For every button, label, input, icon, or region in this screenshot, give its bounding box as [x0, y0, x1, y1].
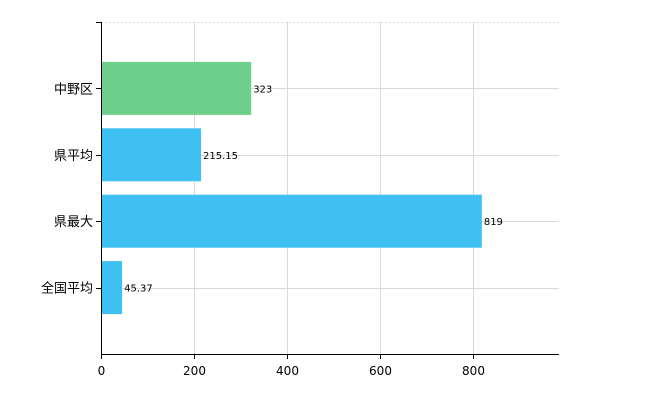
x-tick-label: 0	[98, 364, 106, 378]
value-label: 45.37	[124, 284, 153, 295]
category-label: 県平均	[54, 149, 93, 164]
x-tick-label: 800	[462, 364, 485, 378]
bars	[101, 61, 482, 315]
value-label: 215.15	[203, 151, 238, 162]
x-tick-label: 600	[369, 364, 392, 378]
bar-4	[101, 261, 123, 315]
bar-3	[101, 194, 482, 248]
value-label: 323	[253, 84, 272, 95]
bar-2	[101, 128, 202, 182]
category-label: 中野区	[54, 82, 93, 97]
x-tick-label: 400	[276, 364, 299, 378]
x-tick-labels: 0 200 400 600 800	[98, 354, 485, 378]
value-labels: 323 215.15 819 45.37	[124, 84, 503, 294]
bar-1	[101, 61, 252, 115]
value-label: 819	[484, 217, 503, 228]
category-label: 全国平均	[41, 281, 93, 297]
category-label: 県最大	[54, 215, 93, 230]
x-tick-label: 200	[183, 364, 206, 378]
